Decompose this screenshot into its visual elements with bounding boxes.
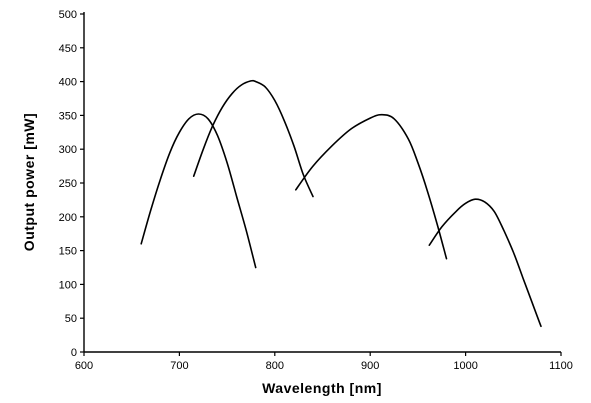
y-tick-label: 150	[59, 246, 77, 258]
y-axis-label: Output power [mW]	[21, 113, 37, 251]
x-tick-label: 600	[75, 360, 93, 372]
series-line-1	[140, 113, 257, 269]
y-tick-label: 0	[71, 347, 77, 359]
y-tick-label: 450	[59, 43, 77, 55]
series-group	[140, 79, 542, 328]
x-tick-label: 700	[170, 360, 188, 372]
x-axis-ticks: 600 700 800 900 1000 1100	[75, 352, 573, 372]
y-tick-label: 400	[59, 77, 77, 89]
x-tick-label: 800	[266, 360, 284, 372]
y-axis-ticks: 0 50 100 150 200 250 300 350 400 450 500	[59, 9, 84, 359]
y-tick-label: 350	[59, 110, 77, 122]
x-tick-label: 900	[361, 360, 379, 372]
y-tick-label: 200	[59, 212, 77, 224]
x-axis-label: Wavelength [nm]	[262, 380, 382, 396]
x-tick-label: 1000	[453, 360, 477, 372]
y-tick-label: 250	[59, 178, 77, 190]
x-tick-label: 1100	[549, 360, 573, 372]
y-tick-label: 300	[59, 144, 77, 156]
plot-area	[83, 12, 561, 353]
series-line-2	[192, 79, 314, 198]
y-tick-label: 100	[59, 279, 77, 291]
y-tick-label: 500	[59, 9, 77, 21]
y-tick-label: 50	[65, 313, 77, 325]
series-line-3	[295, 113, 448, 260]
series-line-4	[428, 198, 542, 328]
